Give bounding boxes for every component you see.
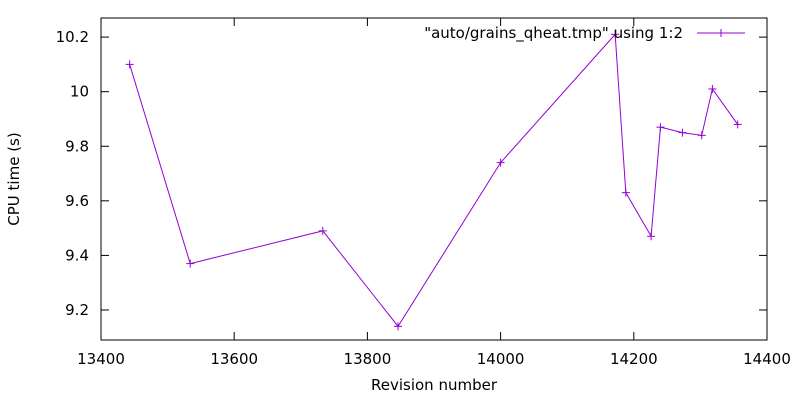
data-point xyxy=(318,226,327,235)
x-tick-label: 13600 xyxy=(210,350,258,368)
y-axis-title: CPU time (s) xyxy=(5,132,23,225)
series-layer xyxy=(125,30,742,331)
data-point xyxy=(125,60,134,69)
x-tick-label: 14200 xyxy=(610,350,658,368)
y-tick-label: 10 xyxy=(70,83,89,101)
data-point xyxy=(733,120,742,129)
data-point xyxy=(621,188,630,197)
x-axis-title: Revision number xyxy=(371,376,498,394)
data-point xyxy=(611,30,620,39)
data-point xyxy=(708,84,717,93)
data-point xyxy=(647,232,656,241)
x-tick-label: 13400 xyxy=(77,350,125,368)
y-tick-label: 10.2 xyxy=(56,28,89,46)
y-tick-label: 9.2 xyxy=(65,301,89,319)
data-point xyxy=(186,259,195,268)
x-tick-label: 14400 xyxy=(743,350,791,368)
data-point xyxy=(697,131,706,140)
legend: "auto/grains_qheat.tmp" using 1:2 xyxy=(424,24,745,43)
x-tick-label: 13800 xyxy=(344,350,392,368)
x-tick-label: 14000 xyxy=(477,350,525,368)
data-point xyxy=(678,128,687,137)
data-point xyxy=(496,158,505,167)
legend-label: "auto/grains_qheat.tmp" using 1:2 xyxy=(424,24,683,43)
legend-marker xyxy=(717,29,725,37)
plot-border xyxy=(100,17,768,341)
y-tick-label: 9.8 xyxy=(65,137,89,155)
data-point xyxy=(394,322,403,331)
y-tick-label: 9.4 xyxy=(65,246,89,264)
y-tick-label: 9.6 xyxy=(65,192,89,210)
data-point xyxy=(656,123,665,132)
axes-layer: 13400 13600 13800 14000 14200 14400 9.2 9.4 9.6 9… xyxy=(56,17,791,368)
